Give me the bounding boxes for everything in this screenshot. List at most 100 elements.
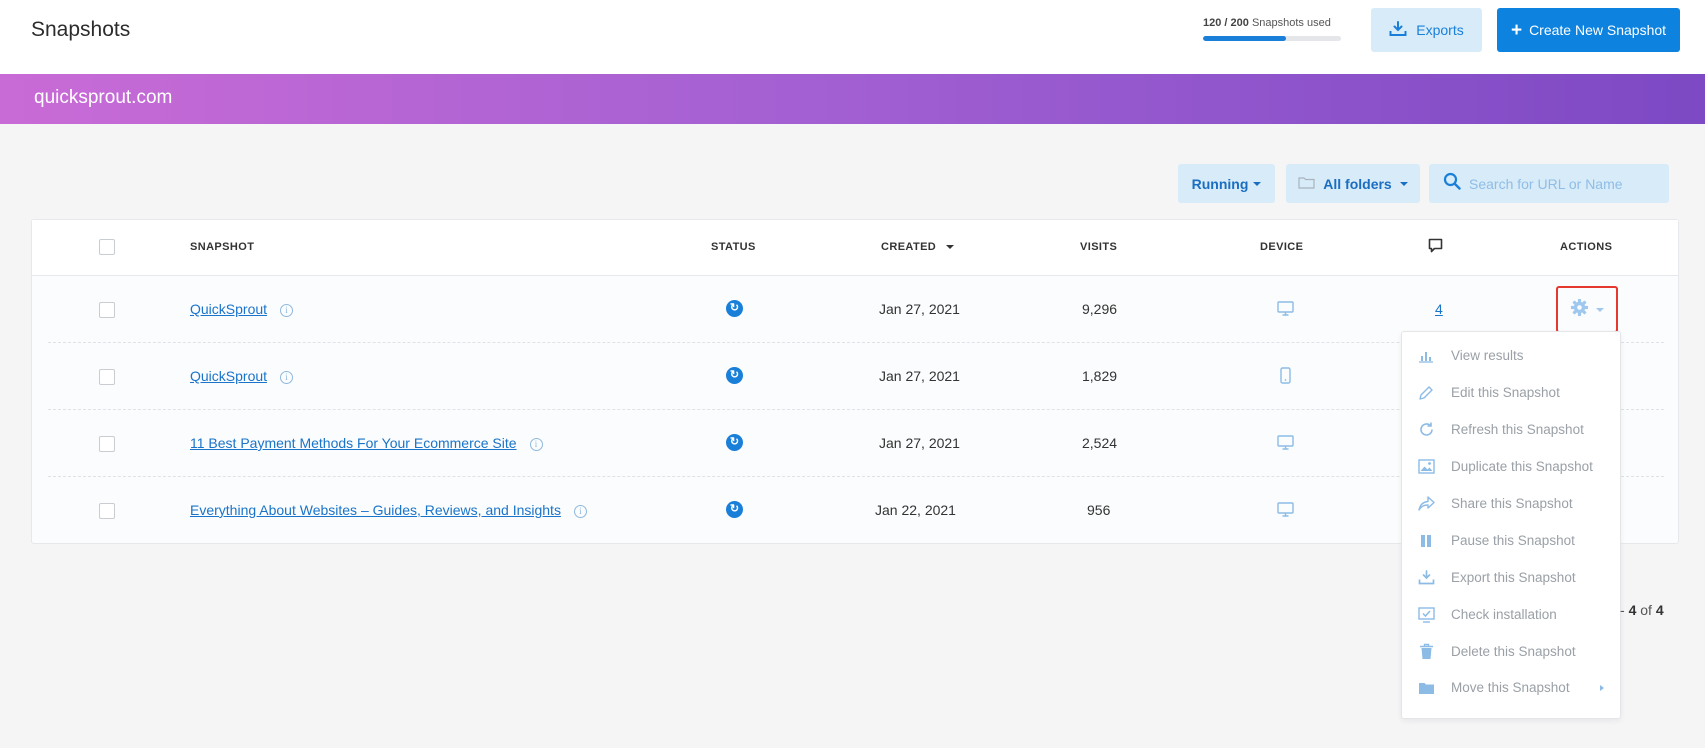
menu-item-label: Delete this Snapshot (1451, 644, 1576, 659)
refresh-icon (1416, 420, 1436, 440)
pagination-to: 4 (1628, 602, 1637, 618)
created-date: Jan 27, 2021 (879, 435, 960, 451)
created-date: Jan 22, 2021 (875, 502, 956, 518)
gear-icon (1570, 298, 1589, 322)
create-label: Create New Snapshot (1529, 22, 1667, 38)
share-icon (1416, 494, 1436, 514)
chevron-down-icon (1399, 181, 1408, 186)
visits-count: 2,524 (1082, 435, 1118, 451)
usage-suffix: Snapshots used (1251, 17, 1331, 29)
mobile-icon (1280, 367, 1291, 389)
folder-icon (1298, 176, 1315, 192)
running-status-icon: ↻ (726, 434, 743, 451)
image-copy-icon (1416, 457, 1436, 477)
menu-item-label: Refresh this Snapshot (1451, 422, 1584, 437)
menu-item-refresh[interactable]: Refresh this Snapshot (1402, 411, 1620, 448)
export-icon (1389, 20, 1407, 40)
menu-item-label: Edit this Snapshot (1451, 385, 1560, 400)
search-input[interactable] (1469, 175, 1659, 192)
menu-item-export[interactable]: Export this Snapshot (1402, 559, 1620, 596)
pagination-summary: - 4 of 4 (1620, 602, 1664, 618)
desktop-icon (1277, 301, 1294, 321)
info-icon[interactable]: i (280, 370, 294, 384)
snapshot-link[interactable]: Everything About Websites – Guides, Revi… (190, 502, 561, 518)
snapshot-name-cell: QuickSprout i (190, 368, 294, 384)
running-status-icon: ↻ (726, 367, 743, 384)
comments-count-link[interactable]: 4 (1435, 301, 1443, 317)
menu-item-label: Duplicate this Snapshot (1451, 459, 1593, 474)
folder-filter-dropdown[interactable]: All folders (1286, 164, 1420, 203)
menu-item-label: Check installation (1451, 607, 1557, 622)
column-header-created[interactable]: CREATED (881, 241, 954, 253)
snapshot-link[interactable]: 11 Best Payment Methods For Your Ecommer… (190, 435, 517, 451)
desktop-icon (1277, 502, 1294, 522)
row-checkbox[interactable] (99, 503, 115, 519)
snapshot-name-cell: 11 Best Payment Methods For Your Ecommer… (190, 435, 543, 451)
menu-item-duplicate[interactable]: Duplicate this Snapshot (1402, 448, 1620, 485)
column-header-status: STATUS (711, 241, 756, 253)
created-header-label: CREATED (881, 241, 937, 253)
menu-item-label: Move this Snapshot (1451, 680, 1570, 695)
create-new-snapshot-button[interactable]: + Create New Snapshot (1497, 8, 1680, 52)
snapshot-usage: 120 / 200 Snapshots used (1203, 17, 1343, 41)
pause-icon (1416, 531, 1436, 551)
column-header-actions: ACTIONS (1560, 241, 1613, 253)
column-header-snapshot: SNAPSHOT (190, 241, 255, 253)
chevron-down-icon (1596, 307, 1604, 312)
running-status-icon: ↻ (726, 300, 743, 317)
info-icon[interactable]: i (573, 504, 587, 518)
running-status-icon: ↻ (726, 501, 743, 518)
comments-count: 4 (1435, 301, 1443, 317)
snapshot-link[interactable]: QuickSprout (190, 368, 268, 384)
info-icon[interactable]: i (529, 437, 543, 451)
search-icon (1443, 172, 1461, 195)
visits-count: 9,296 (1082, 301, 1118, 317)
row-checkbox[interactable] (99, 369, 115, 385)
exports-button[interactable]: Exports (1371, 8, 1482, 52)
visits-count: 1,829 (1082, 368, 1118, 384)
snapshot-link[interactable]: QuickSprout (190, 301, 268, 317)
info-icon[interactable]: i (280, 303, 294, 317)
status-filter-dropdown[interactable]: Running (1178, 164, 1275, 203)
monitor-check-icon (1416, 605, 1436, 625)
table-row: Everything About Websites – Guides, Revi… (48, 477, 1664, 544)
menu-item-move[interactable]: Move this Snapshot (1402, 669, 1620, 706)
table-row: QuickSprout i ↻ Jan 27, 2021 9,296 4 (48, 276, 1664, 343)
menu-item-view-results[interactable]: View results (1402, 337, 1620, 374)
site-name: quicksprout.com (34, 87, 173, 108)
export-icon (1416, 568, 1436, 588)
select-all-checkbox[interactable] (99, 239, 115, 255)
pagination-total: 4 (1655, 602, 1664, 618)
chevron-down-icon (1253, 181, 1262, 186)
menu-item-share[interactable]: Share this Snapshot (1402, 485, 1620, 522)
table-header: SNAPSHOT STATUS CREATED VISITS DEVICE AC… (32, 220, 1678, 276)
site-banner: quicksprout.com (0, 74, 1705, 124)
snapshot-name-cell: Everything About Websites – Guides, Revi… (190, 502, 587, 518)
menu-item-check-installation[interactable]: Check installation (1402, 596, 1620, 633)
page-title: Snapshots (31, 18, 131, 41)
usage-text: 120 / 200 Snapshots used (1203, 17, 1343, 29)
menu-item-pause[interactable]: Pause this Snapshot (1402, 522, 1620, 559)
row-checkbox[interactable] (99, 436, 115, 452)
plus-icon: + (1510, 19, 1523, 41)
bar-chart-icon (1416, 346, 1436, 366)
trash-icon (1416, 642, 1436, 662)
menu-item-delete[interactable]: Delete this Snapshot (1402, 633, 1620, 670)
menu-item-edit[interactable]: Edit this Snapshot (1402, 374, 1620, 411)
menu-item-label: Export this Snapshot (1451, 570, 1576, 585)
table-row: QuickSprout i ↻ Jan 27, 2021 1,829 (48, 343, 1664, 410)
menu-item-label: View results (1451, 348, 1524, 363)
chevron-right-icon (1600, 684, 1604, 691)
row-actions-gear-button[interactable] (1556, 286, 1618, 333)
top-bar: Snapshots 120 / 200 Snapshots used Expor… (0, 0, 1705, 74)
actions-dropdown-menu: View results Edit this Snapshot Refresh … (1401, 331, 1621, 719)
snapshot-name-cell: QuickSprout i (190, 301, 294, 317)
exports-label: Exports (1416, 22, 1464, 38)
usage-progress-fill (1203, 36, 1286, 41)
comment-icon (1428, 238, 1443, 256)
pagination-prefix: - (1620, 602, 1629, 618)
table-row: 11 Best Payment Methods For Your Ecommer… (48, 410, 1664, 477)
row-checkbox[interactable] (99, 302, 115, 318)
usage-count: 120 / 200 (1203, 17, 1249, 29)
search-box (1429, 164, 1669, 203)
